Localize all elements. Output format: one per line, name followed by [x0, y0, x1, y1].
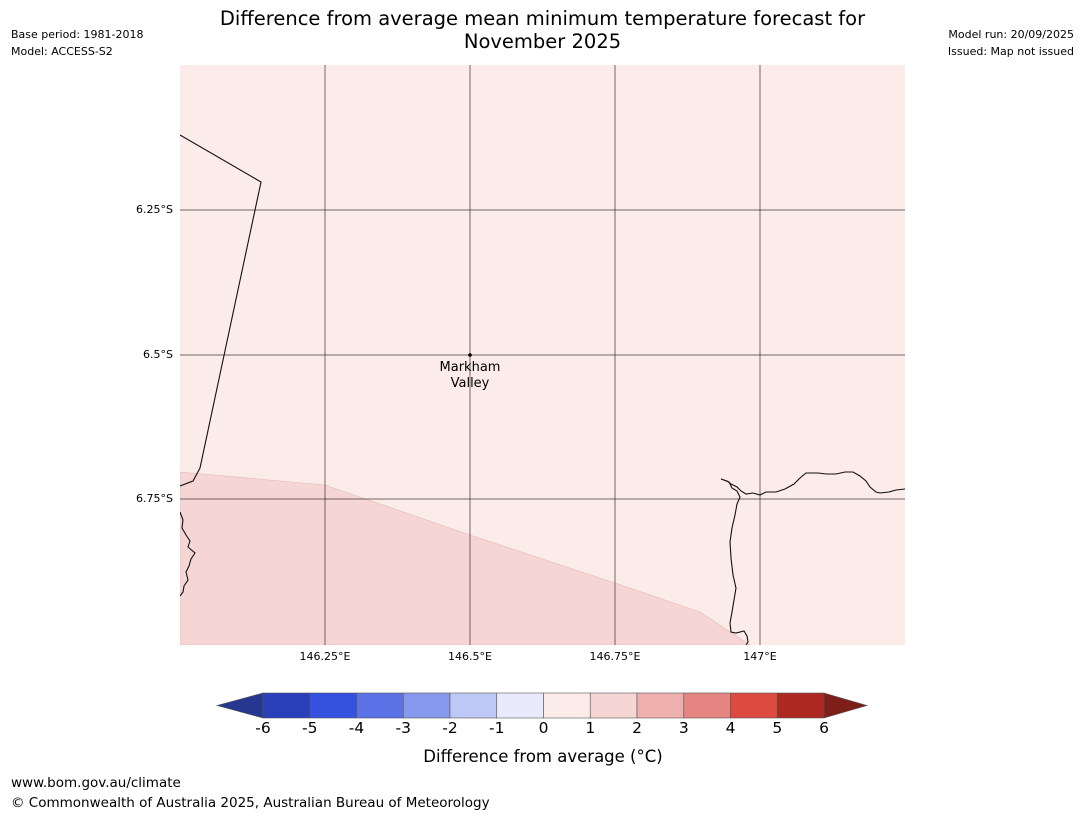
latitude-label-6-75s: 6.75°S — [136, 492, 173, 505]
coastline-west — [180, 511, 196, 597]
colorbar-segment — [683, 692, 731, 719]
model-run-text: Model run: 20/09/2025 — [948, 28, 1074, 41]
colorbar-segment — [543, 692, 591, 719]
colorbar-segment — [262, 692, 311, 719]
colorbar-tick-label: -6 — [255, 719, 271, 737]
map-title-line-2: November 2025 — [463, 30, 622, 53]
forecast-metadata-left: Base period: 1981-2018 Model: ACCESS-S2 — [11, 26, 143, 60]
model-text: Model: ACCESS-S2 — [11, 45, 113, 58]
footer-copyright: © Commonwealth of Australia 2025, Austra… — [11, 795, 490, 811]
colorbar-segment — [449, 692, 498, 719]
longitude-label-146-5e: 146.5°E — [448, 650, 492, 663]
colorbar — [215, 692, 869, 719]
colorbar-tick-label: 2 — [632, 719, 642, 737]
colorbar-tick-label: 4 — [725, 719, 736, 737]
place-label-line-2: Valley — [450, 376, 490, 391]
latitude-label-6-25s: 6.25°S — [136, 203, 173, 216]
colorbar-segment — [356, 692, 404, 719]
colorbar-segment — [636, 692, 685, 719]
colorbar-segment — [776, 692, 825, 719]
colorbar-extension-above — [823, 692, 869, 719]
map-title-line-1: Difference from average mean minimum tem… — [219, 7, 866, 30]
base-period-text: Base period: 1981-2018 — [11, 28, 144, 41]
longitude-label-146-75e: 146.75°E — [589, 650, 641, 663]
colorbar-extension-below — [215, 692, 264, 719]
colorbar-segment — [402, 692, 451, 719]
colorbar-segment — [589, 692, 638, 719]
colorbar-tick-label: 6 — [819, 719, 829, 737]
longitude-label-147e: 147°E — [743, 650, 777, 663]
colorbar-tick-label: 5 — [772, 719, 783, 737]
colorbar-tick-label: -3 — [395, 719, 411, 737]
colorbar-tick-label: 0 — [538, 719, 549, 737]
colorbar-tick-label: -5 — [302, 719, 318, 737]
map-title: Difference from average mean minimum tem… — [180, 7, 905, 53]
longitude-label-146-25e: 146.25°E — [299, 650, 351, 663]
place-label-line-1: Markham — [439, 360, 501, 375]
colorbar-segment — [730, 692, 778, 719]
colorbar-tick-label: -2 — [442, 719, 458, 737]
colorbar-segment — [309, 692, 357, 719]
coastline-and-borders — [180, 134, 905, 645]
colorbar-tick-label: -4 — [348, 719, 365, 737]
coastline-east — [720, 471, 905, 645]
footer-url: www.bom.gov.au/climate — [11, 775, 181, 791]
colorbar-tick-label: -1 — [489, 719, 505, 737]
state-border-line — [180, 134, 262, 487]
latitude-label-6-5s: 6.5°S — [143, 348, 173, 361]
issued-text: Issued: Map not issued — [947, 45, 1074, 58]
map-fill-1-to-2 — [180, 471, 751, 645]
forecast-metadata-right: Model run: 20/09/2025 Issued: Map not is… — [948, 26, 1074, 60]
markham-valley-location-marker — [468, 353, 472, 357]
colorbar-segment — [496, 692, 544, 719]
colorbar-label: Difference from average (°C) — [423, 747, 663, 766]
colorbar-tick-label: 3 — [678, 719, 689, 737]
colorbar-tick-label: 1 — [585, 719, 596, 737]
place-label-markham-valley: Markham Valley — [440, 360, 501, 392]
